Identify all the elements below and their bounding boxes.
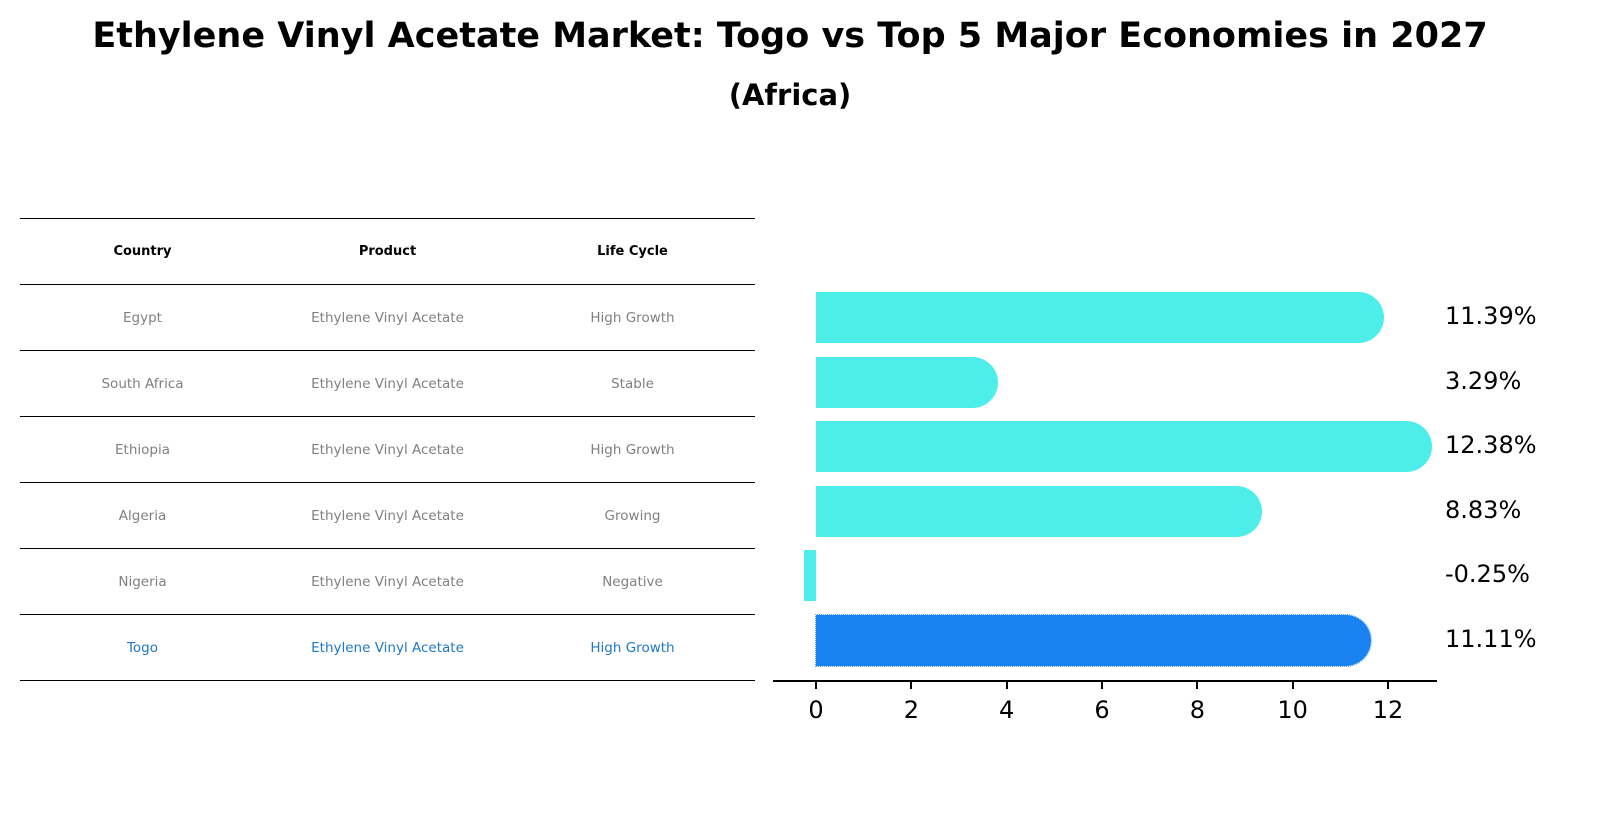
x-tick (1387, 682, 1390, 689)
x-tick-label: 2 (903, 696, 919, 724)
table-row: Nigeria Ethylene Vinyl Acetate Negative (20, 548, 755, 614)
bar-togo (814, 613, 1373, 667)
table-row-highlighted: Togo Ethylene Vinyl Acetate High Growth (20, 614, 755, 681)
cell-country: Ethiopia (115, 441, 170, 458)
table-row: Algeria Ethylene Vinyl Acetate Growing (20, 482, 755, 548)
bar-value-label: 11.11% (1445, 624, 1537, 653)
x-axis (773, 680, 1437, 682)
cell-country: Nigeria (118, 573, 167, 590)
cell-life-cycle: High Growth (590, 639, 675, 656)
table-row: South Africa Ethylene Vinyl Acetate Stab… (20, 350, 755, 416)
bar-south-africa (816, 356, 999, 408)
bar-value-label: 8.83% (1445, 495, 1522, 524)
table-row: Ethiopia Ethylene Vinyl Acetate High Gro… (20, 416, 755, 482)
x-tick-label: 8 (1189, 696, 1205, 724)
x-tick (1005, 682, 1008, 689)
x-tick-label: 4 (999, 696, 1015, 724)
cell-country: South Africa (101, 375, 184, 392)
bar-algeria (816, 485, 1263, 537)
bar-value-label: 3.29% (1445, 366, 1522, 395)
cell-country: Algeria (118, 507, 167, 524)
cell-life-cycle: Negative (602, 573, 663, 590)
chart-subtitle: (Africa) (728, 78, 852, 112)
bar-value-label: 11.39% (1445, 302, 1537, 330)
cell-life-cycle: Growing (604, 507, 661, 524)
cell-product: Ethylene Vinyl Acetate (311, 441, 464, 458)
table-header-row: Country Product Life Cycle (20, 218, 755, 284)
bar-value-label: 12.38% (1445, 431, 1537, 459)
table-row: Egypt Ethylene Vinyl Acetate High Growth (20, 284, 755, 350)
bar-value-label: -0.25% (1445, 560, 1530, 588)
x-tick-label: 12 (1372, 696, 1404, 724)
header-product: Product (358, 244, 417, 259)
x-tick (1291, 682, 1294, 689)
x-tick (1196, 682, 1199, 689)
cell-product: Ethylene Vinyl Acetate (311, 507, 464, 524)
data-table: Country Product Life Cycle Egypt Ethylen… (20, 218, 755, 681)
cell-life-cycle: Stable (611, 375, 654, 392)
header-life-cycle: Life Cycle (597, 244, 668, 259)
x-tick-label: 6 (1094, 696, 1110, 724)
cell-product: Ethylene Vinyl Acetate (311, 375, 464, 392)
cell-product: Ethylene Vinyl Acetate (311, 639, 464, 656)
x-tick (1101, 682, 1104, 689)
cell-product: Ethylene Vinyl Acetate (311, 573, 464, 590)
bar-nigeria (804, 550, 816, 601)
chart-title: Ethylene Vinyl Acetate Market: Togo vs T… (92, 16, 1488, 56)
x-tick (815, 682, 817, 689)
cell-country: Egypt (123, 309, 162, 326)
bar-egypt (816, 292, 1385, 343)
x-tick-label: 10 (1277, 696, 1308, 724)
cell-life-cycle: High Growth (590, 441, 675, 458)
cell-life-cycle: High Growth (590, 309, 675, 326)
cell-country: Togo (126, 639, 159, 656)
x-tick-label: 0 (808, 696, 824, 724)
header-country: Country (113, 244, 172, 259)
x-tick (910, 682, 913, 689)
bar-ethiopia (816, 421, 1432, 472)
cell-product: Ethylene Vinyl Acetate (311, 309, 464, 326)
